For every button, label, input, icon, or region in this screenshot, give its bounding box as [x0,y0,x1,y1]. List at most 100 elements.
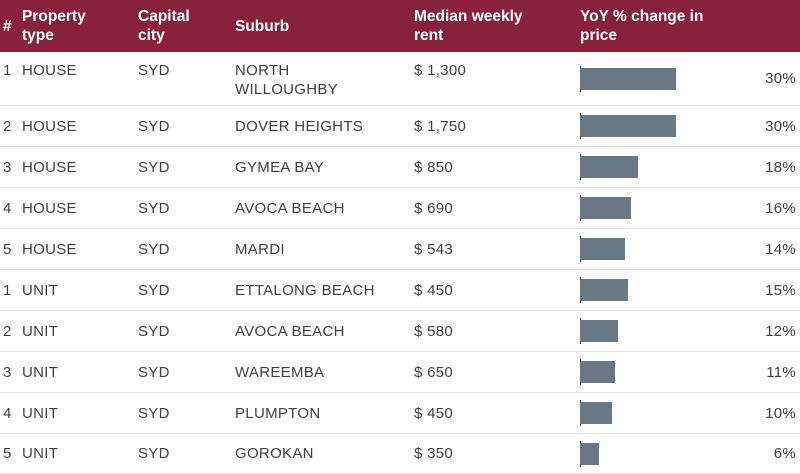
yoy-change-value: 6% [773,445,796,462]
header-yoy-change-line1: YoY % change in [580,8,704,25]
table-row: 5 UNIT SYD GOROKAN $ 350 6% [0,434,800,474]
suburb-line: GOROKAN [235,445,314,462]
header-capital-city-line2: city [138,27,165,44]
table-row: 2 UNIT SYD AVOCA BEACH $ 580 12% [0,311,800,352]
rank-cell: 2 [3,323,12,340]
property-type-cell: UNIT [22,323,59,340]
capital-city-cell: SYD [138,241,170,258]
property-type-cell: HOUSE [22,118,77,135]
median-rent-cell: $ 650 [414,364,454,381]
yoy-change-bar [580,279,628,301]
rank-cell: 3 [3,364,12,381]
capital-city-cell: SYD [138,364,170,381]
header-property-type-line1: Property [22,8,86,25]
suburb-cell: GOROKAN [235,444,314,463]
property-type-cell: UNIT [22,282,59,299]
table-row: 3 HOUSE SYD GYMEA BAY $ 850 18% [0,147,800,188]
suburb-line: DOVER HEIGHTS [235,118,364,135]
property-type-cell: UNIT [22,364,59,381]
capital-city-cell: SYD [138,445,170,462]
yoy-change-bar [580,238,625,260]
capital-city-cell: SYD [138,200,170,217]
suburb-cell: WAREEMBA [235,363,324,382]
suburb-cell: DOVER HEIGHTS [235,117,363,136]
rank-cell: 1 [3,282,12,299]
yoy-change-value: 12% [765,323,796,340]
suburb-cell: GYMEA BAY [235,158,324,177]
yoy-change-bar [580,156,638,178]
header-capital-city-line1: Capital [138,8,190,25]
capital-city-cell: SYD [138,159,170,176]
yoy-change-bar [580,361,615,383]
capital-city-cell: SYD [138,405,170,422]
suburb-line: NORTH [235,62,290,79]
median-rent-cell: $ 543 [414,241,454,258]
yoy-change-bar [580,197,631,219]
yoy-change-value: 10% [765,405,796,422]
property-type-cell: HOUSE [22,62,77,79]
property-type-cell: HOUSE [22,241,77,258]
capital-city-cell: SYD [138,62,170,79]
yoy-change-value: 15% [765,282,796,299]
header-median-rent-line2: rent [414,27,444,44]
header-property-type-line2: type [22,27,54,44]
median-rent-cell: $ 1,750 [414,118,467,135]
header-yoy-change-line2: price [580,27,618,44]
suburb-cell: AVOCA BEACH [235,322,345,341]
rank-cell: 3 [3,159,12,176]
header-median-rent: Median weekly rent [414,7,523,45]
yoy-change-value: 18% [765,159,796,176]
header-suburb: Suburb [235,18,290,35]
capital-city-cell: SYD [138,323,170,340]
median-rent-cell: $ 690 [414,200,454,217]
median-rent-cell: $ 850 [414,159,454,176]
suburb-line: WILLOUGHBY [235,81,339,98]
suburb-line: ETTALONG BEACH [235,282,375,299]
table-row: 4 UNIT SYD PLUMPTON $ 450 10% [0,393,800,434]
median-rent-cell: $ 450 [414,405,454,422]
suburb-line: PLUMPTON [235,405,321,422]
rank-cell: 2 [3,118,12,135]
rank-cell: 4 [3,405,12,422]
yoy-change-bar [580,115,676,137]
suburb-cell: ETTALONG BEACH [235,281,375,300]
suburb-cell: NORTH WILLOUGHBY [235,61,338,99]
suburb-line: WAREEMBA [235,364,325,381]
table-row: 4 HOUSE SYD AVOCA BEACH $ 690 16% [0,188,800,229]
table-row: 3 UNIT SYD WAREEMBA $ 650 11% [0,352,800,393]
table-header: # Property type Capital city Suburb Medi… [0,0,800,52]
capital-city-cell: SYD [138,118,170,135]
yoy-change-value: 14% [765,241,796,258]
property-type-cell: HOUSE [22,159,77,176]
yoy-change-bar [580,68,676,90]
property-type-cell: UNIT [22,445,59,462]
header-yoy-change: YoY % change in price [580,7,703,45]
median-rent-cell: $ 350 [414,445,454,462]
suburb-cell: MARDI [235,240,285,259]
header-median-rent-line1: Median weekly [414,8,523,25]
table-row: 1 HOUSE SYD NORTH WILLOUGHBY $ 1,300 30% [0,52,800,106]
rank-cell: 5 [3,241,12,258]
table-row: 1 UNIT SYD ETTALONG BEACH $ 450 15% [0,270,800,311]
yoy-change-value: 16% [765,200,796,217]
suburb-line: AVOCA BEACH [235,200,345,217]
table-row: 5 HOUSE SYD MARDI $ 543 14% [0,229,800,270]
median-rent-cell: $ 1,300 [414,62,467,79]
table-row: 2 HOUSE SYD DOVER HEIGHTS $ 1,750 30% [0,106,800,147]
suburb-cell: AVOCA BEACH [235,199,345,218]
yoy-change-bar [580,443,599,465]
header-rank: # [3,18,12,35]
property-type-cell: UNIT [22,405,59,422]
suburb-line: MARDI [235,241,285,258]
rank-cell: 1 [3,62,12,79]
yoy-change-bar [580,320,618,342]
capital-city-cell: SYD [138,282,170,299]
suburb-cell: PLUMPTON [235,404,320,423]
yoy-change-value: 30% [765,118,796,135]
suburb-line: GYMEA BAY [235,159,325,176]
rank-cell: 5 [3,445,12,462]
yoy-change-bar [580,402,612,424]
yoy-change-value: 11% [766,364,796,381]
suburb-line: AVOCA BEACH [235,323,345,340]
